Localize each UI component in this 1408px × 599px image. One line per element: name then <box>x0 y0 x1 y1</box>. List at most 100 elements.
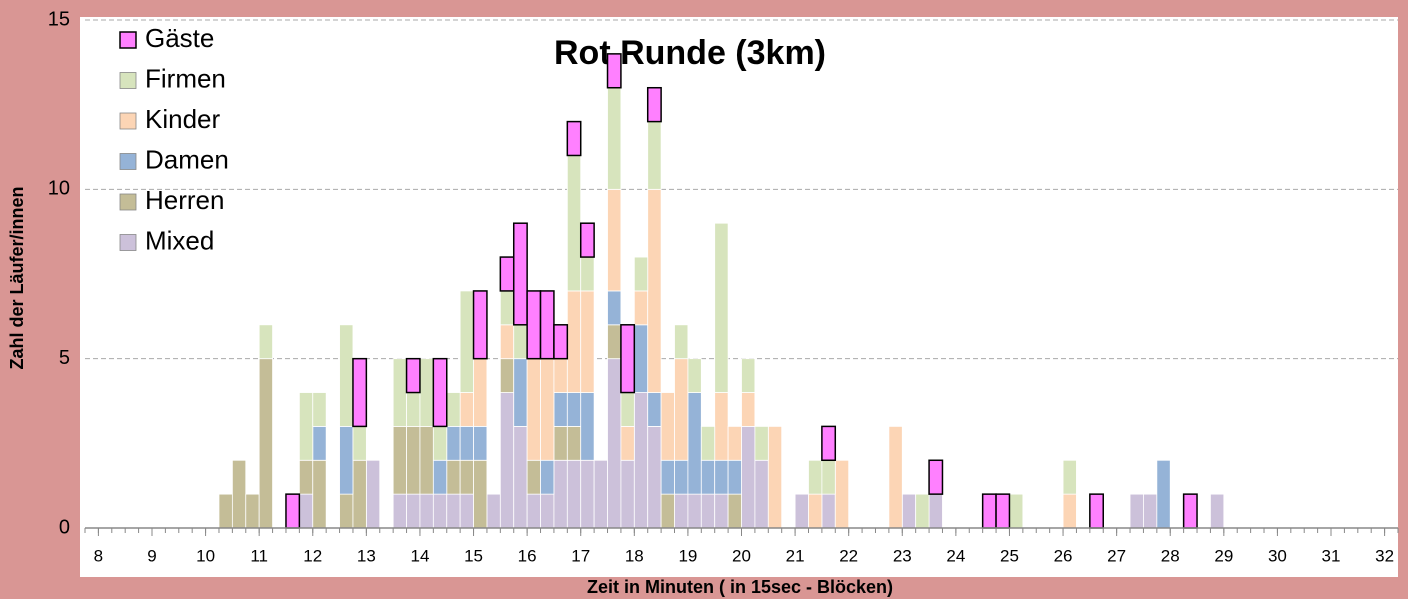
legend-swatch <box>119 153 137 170</box>
bar <box>526 493 541 529</box>
bar <box>512 222 528 326</box>
bar <box>432 493 448 529</box>
legend-swatch <box>119 31 137 49</box>
x-tick-label: 10 <box>196 546 215 565</box>
bar <box>821 425 837 462</box>
bar <box>473 459 488 529</box>
bar <box>539 290 555 360</box>
bar <box>674 493 689 529</box>
bar <box>620 459 635 529</box>
x-tick-label: 9 <box>147 546 156 565</box>
bar <box>620 392 635 427</box>
bar <box>419 358 434 427</box>
y-tick-label: 5 <box>59 347 70 369</box>
bar <box>580 256 595 292</box>
bar <box>352 357 368 428</box>
bar <box>392 493 407 529</box>
bar <box>352 459 367 529</box>
bar <box>808 459 823 495</box>
bar <box>794 493 809 529</box>
bar <box>285 493 301 529</box>
bar <box>566 155 582 292</box>
bar <box>633 290 649 326</box>
bar <box>754 459 769 529</box>
bar <box>406 493 421 529</box>
bar <box>633 392 649 529</box>
x-tick-label: 18 <box>625 546 644 565</box>
bar <box>553 324 569 360</box>
bar <box>553 425 568 461</box>
bar <box>687 392 702 495</box>
x-tick-label: 29 <box>1214 546 1233 565</box>
bar <box>446 459 461 495</box>
bar <box>981 493 997 529</box>
bar <box>553 459 568 529</box>
bar <box>499 392 515 529</box>
bar <box>526 358 541 461</box>
bar <box>298 459 314 495</box>
bar <box>392 425 407 495</box>
bar <box>580 392 595 461</box>
bar <box>446 392 461 427</box>
bar <box>606 53 622 89</box>
bar <box>432 425 448 461</box>
bar <box>526 290 542 360</box>
bar <box>459 493 474 529</box>
bar <box>566 392 582 427</box>
bar <box>741 358 756 393</box>
bar <box>540 493 555 529</box>
bar <box>1089 493 1104 529</box>
bar <box>513 358 528 427</box>
bar <box>459 425 474 461</box>
bar <box>888 425 903 529</box>
bar <box>352 425 367 461</box>
bar <box>472 290 488 360</box>
bar <box>258 358 273 529</box>
bar <box>607 358 622 529</box>
bar <box>499 290 515 326</box>
bar <box>566 425 582 461</box>
x-axis-label: Zeit in Minuten ( in 15sec - Blöcken) <box>587 577 893 597</box>
bar <box>405 357 421 394</box>
bar <box>674 324 689 360</box>
bar <box>419 425 434 495</box>
bar <box>580 459 595 529</box>
bar <box>446 493 461 529</box>
bar <box>312 459 327 529</box>
x-tick-label: 14 <box>410 546 429 565</box>
legend-label: Mixed <box>145 225 214 255</box>
bar <box>660 392 675 461</box>
bar <box>513 425 528 529</box>
x-tick-label: 15 <box>464 546 483 565</box>
bar <box>1210 493 1225 529</box>
bar <box>406 425 421 495</box>
x-tick-label: 11 <box>250 546 268 565</box>
x-tick-label: 23 <box>893 546 912 565</box>
bar <box>633 256 649 292</box>
legend-label: Herren <box>145 185 224 215</box>
bar <box>579 222 595 258</box>
bar <box>607 188 622 292</box>
bar <box>298 392 314 461</box>
bar <box>473 425 488 461</box>
x-tick-label: 24 <box>946 546 965 565</box>
bar <box>459 392 474 427</box>
bar <box>218 493 233 529</box>
bar <box>633 324 649 393</box>
x-tick-label: 32 <box>1375 546 1394 565</box>
x-tick-label: 20 <box>732 546 751 565</box>
bar <box>540 459 555 495</box>
bar <box>365 459 381 529</box>
bar <box>312 392 327 427</box>
bar <box>298 493 314 529</box>
bar <box>1143 493 1158 529</box>
bar <box>406 392 421 427</box>
bar <box>808 493 823 529</box>
x-tick-label: 17 <box>571 546 590 565</box>
bar <box>767 425 783 529</box>
bar <box>553 358 568 393</box>
chart-title: Rot Runde (3km) <box>554 34 826 72</box>
x-tick-label: 28 <box>1161 546 1180 565</box>
bar <box>714 392 729 461</box>
bar <box>928 493 943 529</box>
